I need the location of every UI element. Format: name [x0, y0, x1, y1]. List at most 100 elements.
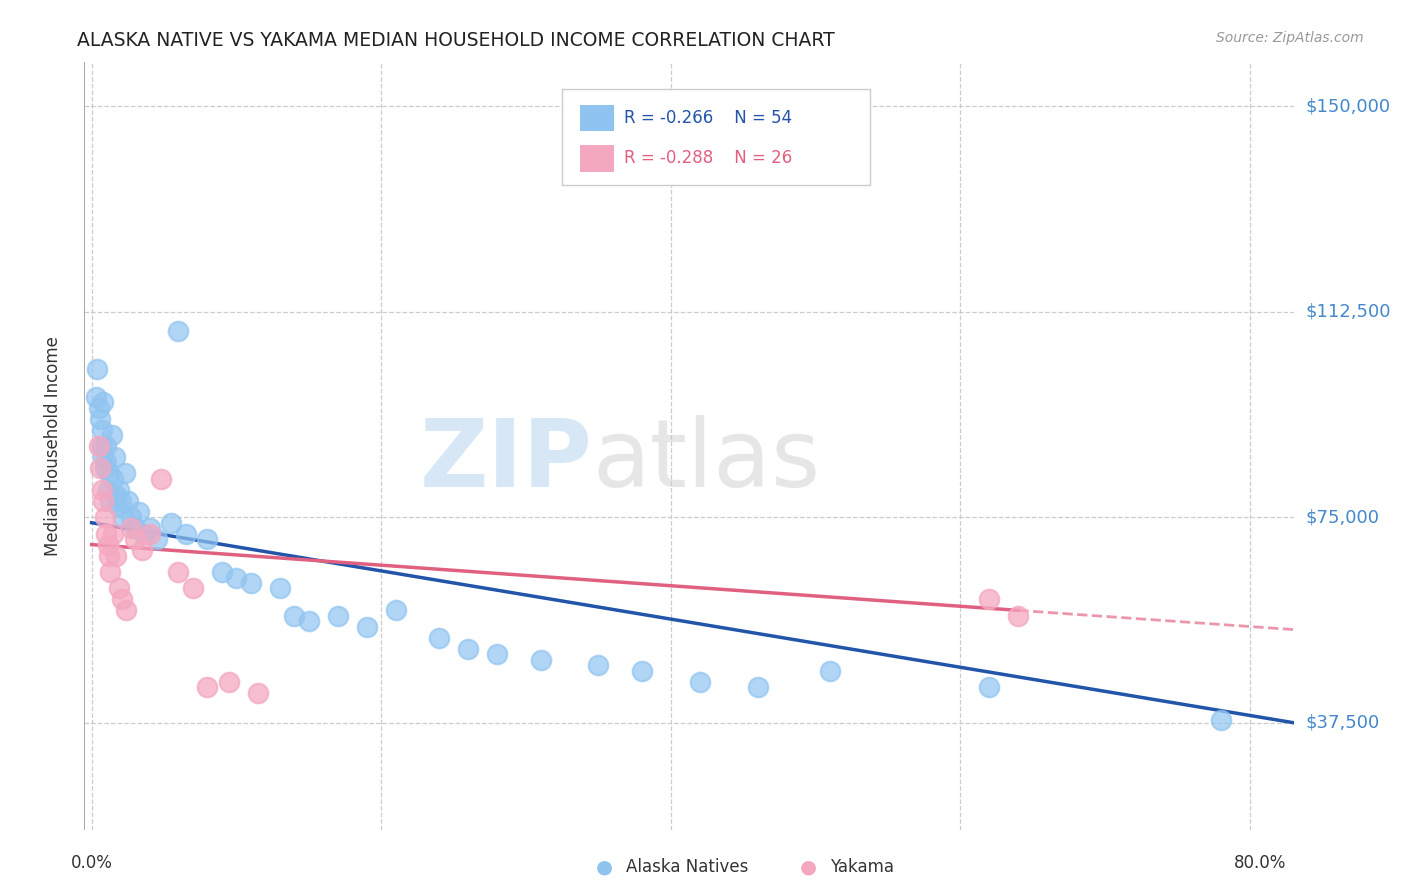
Text: 80.0%: 80.0%: [1234, 855, 1286, 872]
Point: [107, 500, 129, 514]
Point: [979, 680, 1001, 694]
Point: [89, 461, 111, 475]
Point: [115, 603, 138, 617]
Point: [132, 526, 155, 541]
Point: [93, 510, 115, 524]
Point: [90, 423, 112, 437]
Point: [979, 592, 1001, 607]
Text: $112,500: $112,500: [1305, 302, 1391, 321]
Text: R = -0.288    N = 26: R = -0.288 N = 26: [624, 149, 792, 168]
Point: [90, 439, 112, 453]
Point: [120, 510, 142, 524]
Point: [631, 664, 654, 678]
Point: [150, 472, 173, 486]
Point: [100, 493, 122, 508]
Point: [86, 362, 108, 376]
Text: $75,000: $75,000: [1305, 508, 1379, 526]
Point: [167, 324, 190, 338]
Text: R = -0.266    N = 54: R = -0.266 N = 54: [624, 109, 792, 127]
Point: [120, 521, 142, 535]
Point: [100, 565, 122, 579]
Point: [181, 582, 204, 596]
Point: [356, 620, 378, 634]
Point: [211, 565, 233, 579]
Point: [124, 532, 146, 546]
Point: [174, 526, 197, 541]
Point: [87, 439, 110, 453]
Point: [108, 483, 131, 497]
Point: [103, 472, 125, 486]
Text: $37,500: $37,500: [1305, 714, 1379, 731]
Point: [117, 493, 139, 508]
Point: [384, 603, 406, 617]
Point: [89, 411, 111, 425]
Point: [94, 526, 117, 541]
Text: ●: ●: [800, 857, 817, 877]
Point: [112, 510, 135, 524]
Point: [486, 647, 509, 661]
Point: [105, 488, 128, 502]
Text: Yakama: Yakama: [830, 858, 894, 876]
Point: [588, 658, 610, 673]
Point: [90, 483, 112, 497]
Point: [124, 521, 146, 535]
Point: [160, 516, 183, 530]
Point: [91, 450, 114, 464]
Point: [131, 543, 153, 558]
Text: $150,000: $150,000: [1305, 97, 1391, 115]
Point: [427, 631, 450, 645]
Point: [138, 521, 160, 535]
Bar: [581, 145, 614, 172]
Bar: [581, 104, 614, 131]
Point: [108, 582, 131, 596]
Point: [105, 549, 128, 563]
Point: [326, 608, 349, 623]
Text: ALASKA NATIVE VS YAKAMA MEDIAN HOUSEHOLD INCOME CORRELATION CHART: ALASKA NATIVE VS YAKAMA MEDIAN HOUSEHOLD…: [77, 31, 835, 50]
Text: Source: ZipAtlas.com: Source: ZipAtlas.com: [1216, 31, 1364, 45]
Point: [98, 549, 121, 563]
Point: [91, 395, 114, 409]
Point: [128, 505, 150, 519]
Point: [101, 428, 124, 442]
Point: [818, 664, 841, 678]
Text: Median Household Income: Median Household Income: [45, 336, 62, 556]
Point: [103, 526, 125, 541]
Point: [114, 467, 136, 481]
Point: [138, 526, 160, 541]
FancyBboxPatch shape: [562, 89, 870, 186]
Point: [747, 680, 769, 694]
Point: [93, 461, 115, 475]
Text: ZIP: ZIP: [419, 416, 592, 508]
Point: [94, 455, 117, 469]
Point: [96, 483, 118, 497]
Point: [239, 576, 262, 591]
Point: [218, 674, 240, 689]
Point: [247, 685, 270, 699]
Point: [110, 493, 132, 508]
Point: [84, 390, 107, 404]
Text: Alaska Natives: Alaska Natives: [626, 858, 748, 876]
Point: [1007, 608, 1029, 623]
Point: [167, 565, 190, 579]
Text: ●: ●: [596, 857, 613, 877]
Point: [145, 532, 167, 546]
Point: [529, 653, 551, 667]
Point: [1211, 713, 1233, 727]
Point: [98, 467, 121, 481]
Point: [197, 680, 219, 694]
Point: [689, 674, 711, 689]
Point: [94, 439, 117, 453]
Point: [283, 608, 305, 623]
Point: [91, 493, 114, 508]
Text: 0.0%: 0.0%: [70, 855, 112, 872]
Text: atlas: atlas: [592, 416, 821, 508]
Point: [87, 401, 110, 415]
Point: [225, 570, 247, 584]
Point: [96, 538, 118, 552]
Point: [104, 450, 127, 464]
Point: [298, 615, 321, 629]
Point: [269, 582, 291, 596]
Point: [111, 592, 134, 607]
Point: [457, 641, 479, 656]
Point: [197, 532, 219, 546]
